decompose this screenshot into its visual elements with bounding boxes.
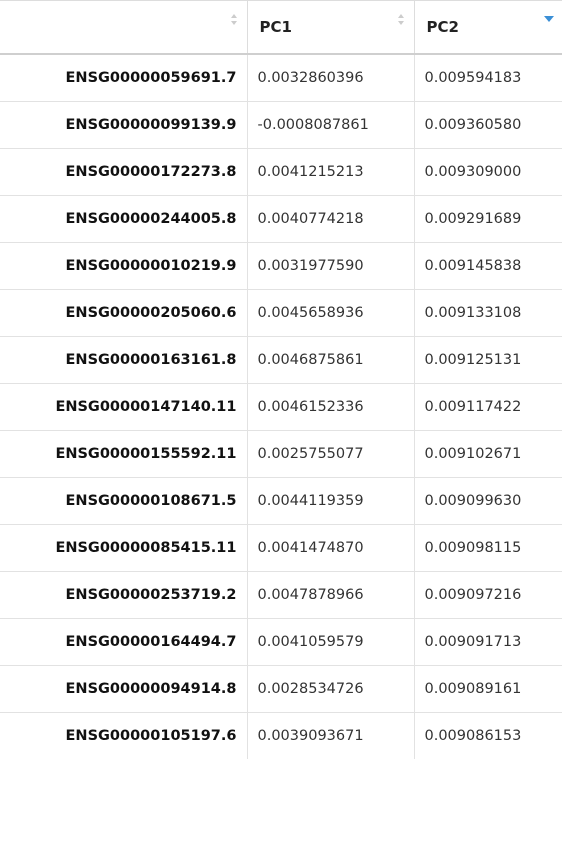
pc2-cell: 0.009125131 xyxy=(413,336,562,384)
table-row[interactable]: ENSG00000163161.8 0.0046875861 0.009125131 xyxy=(0,336,562,384)
pc1-cell: 0.0041474870 xyxy=(246,524,414,572)
pc2-cell: 0.009086153 xyxy=(413,712,562,759)
row-name-cell: ENSG00000099139.9 xyxy=(0,101,247,149)
pc1-cell: 0.0025755077 xyxy=(246,430,414,478)
data-table-container: PC1 PC2 ENSG00000059691.7 0.0032860396 0.0… xyxy=(0,0,562,759)
table-row[interactable]: ENSG00000164494.7 0.0041059579 0.009091713 xyxy=(0,618,562,666)
sort-icon[interactable] xyxy=(544,12,554,28)
row-name-cell: ENSG00000164494.7 xyxy=(0,618,247,666)
pc1-cell: 0.0044119359 xyxy=(246,477,414,525)
row-name-cell: ENSG00000010219.9 xyxy=(0,242,247,290)
pc2-cell: 0.009360580 xyxy=(413,101,562,149)
pc1-cell: 0.0047878966 xyxy=(246,571,414,619)
row-name-cell: ENSG00000172273.8 xyxy=(0,148,247,196)
pc2-cell: 0.009102671 xyxy=(413,430,562,478)
row-name-cell: ENSG00000155592.11 xyxy=(0,430,247,478)
table-row[interactable]: ENSG00000244005.8 0.0040774218 0.009291689 xyxy=(0,195,562,243)
table-row[interactable]: ENSG00000094914.8 0.0028534726 0.009089161 xyxy=(0,665,562,713)
sort-icon[interactable] xyxy=(229,12,239,28)
row-name-cell: ENSG00000163161.8 xyxy=(0,336,247,384)
table-row[interactable]: ENSG00000253719.2 0.0047878966 0.009097216 xyxy=(0,571,562,619)
pc1-cell: 0.0032860396 xyxy=(246,53,414,102)
pc1-cell: -0.0008087861 xyxy=(246,101,414,149)
pc1-cell: 0.0041215213 xyxy=(246,148,414,196)
table-row[interactable]: ENSG00000108671.5 0.0044119359 0.009099630 xyxy=(0,477,562,525)
pc1-cell: 0.0045658936 xyxy=(246,289,414,337)
table-row[interactable]: ENSG00000147140.11 0.0046152336 0.00911742… xyxy=(0,383,562,431)
table-row[interactable]: ENSG00000059691.7 0.0032860396 0.009594183 xyxy=(0,53,562,102)
data-table: PC1 PC2 ENSG00000059691.7 0.0032860396 0.0… xyxy=(0,0,562,759)
table-row[interactable]: ENSG00000205060.6 0.0045658936 0.009133108 xyxy=(0,289,562,337)
row-name-cell: ENSG00000205060.6 xyxy=(0,289,247,337)
table-row[interactable]: ENSG00000010219.9 0.0031977590 0.009145838 xyxy=(0,242,562,290)
table-row[interactable]: ENSG00000099139.9 -0.0008087861 0.00936058… xyxy=(0,101,562,149)
table-row[interactable]: ENSG00000155592.11 0.0025755077 0.00910267… xyxy=(0,430,562,478)
pc2-cell: 0.009089161 xyxy=(413,665,562,713)
row-name-cell: ENSG00000244005.8 xyxy=(0,195,247,243)
column-header-pc2[interactable]: PC2 xyxy=(413,0,562,55)
row-name-cell: ENSG00000105197.6 xyxy=(0,712,247,759)
pc2-cell: 0.009291689 xyxy=(413,195,562,243)
pc2-cell: 0.009145838 xyxy=(413,242,562,290)
pc2-cell: 0.009133108 xyxy=(413,289,562,337)
pc2-cell: 0.009309000 xyxy=(413,148,562,196)
table-row[interactable]: ENSG00000172273.8 0.0041215213 0.009309000 xyxy=(0,148,562,196)
pc2-cell: 0.009099630 xyxy=(413,477,562,525)
pc2-cell: 0.009097216 xyxy=(413,571,562,619)
pc1-cell: 0.0028534726 xyxy=(246,665,414,713)
table-header: PC1 PC2 xyxy=(0,0,562,55)
pc1-cell: 0.0039093671 xyxy=(246,712,414,759)
pc1-cell: 0.0046875861 xyxy=(246,336,414,384)
pc1-cell: 0.0031977590 xyxy=(246,242,414,290)
column-header-pc1[interactable]: PC1 xyxy=(246,0,414,55)
pc2-cell: 0.009594183 xyxy=(413,53,562,102)
pc2-cell: 0.009117422 xyxy=(413,383,562,431)
row-name-cell: ENSG00000147140.11 xyxy=(0,383,247,431)
column-header-label: PC2 xyxy=(426,18,459,36)
row-name-cell: ENSG00000253719.2 xyxy=(0,571,247,619)
pc1-cell: 0.0040774218 xyxy=(246,195,414,243)
row-name-cell: ENSG00000094914.8 xyxy=(0,665,247,713)
pc2-cell: 0.009098115 xyxy=(413,524,562,572)
column-header-label: PC1 xyxy=(259,18,292,36)
pc1-cell: 0.0046152336 xyxy=(246,383,414,431)
row-name-cell: ENSG00000059691.7 xyxy=(0,53,247,102)
pc2-cell: 0.009091713 xyxy=(413,618,562,666)
table-body: ENSG00000059691.7 0.0032860396 0.009594183… xyxy=(0,53,562,759)
header-row: PC1 PC2 xyxy=(0,0,562,55)
column-header-rownames[interactable] xyxy=(0,0,247,55)
row-name-cell: ENSG00000085415.11 xyxy=(0,524,247,572)
pc1-cell: 0.0041059579 xyxy=(246,618,414,666)
table-row[interactable]: ENSG00000085415.11 0.0041474870 0.00909811… xyxy=(0,524,562,572)
row-name-cell: ENSG00000108671.5 xyxy=(0,477,247,525)
table-row[interactable]: ENSG00000105197.6 0.0039093671 0.009086153 xyxy=(0,712,562,759)
sort-icon[interactable] xyxy=(396,12,406,28)
